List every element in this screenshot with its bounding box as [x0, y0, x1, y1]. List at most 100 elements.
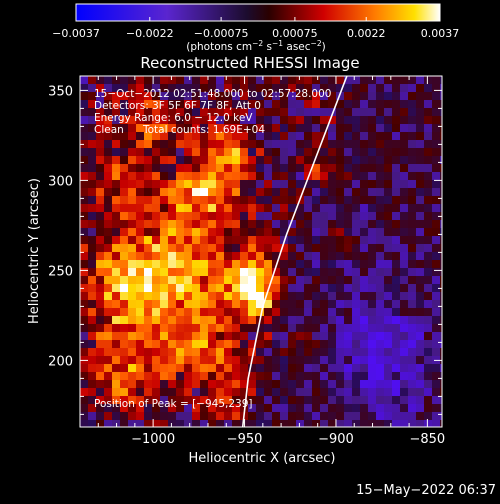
heatmap-cell — [120, 156, 128, 164]
heatmap-cell — [120, 388, 128, 396]
heatmap-cell — [224, 196, 232, 204]
heatmap-cell — [432, 388, 440, 396]
heatmap-cell — [344, 364, 352, 372]
heatmap-cell — [288, 316, 296, 324]
heatmap-cell — [160, 188, 168, 196]
heatmap-cell — [96, 252, 104, 260]
heatmap-cell — [128, 76, 136, 84]
heatmap-cell — [176, 164, 184, 172]
heatmap-cell — [192, 340, 200, 348]
heatmap-cell — [400, 228, 408, 236]
heatmap-cell — [440, 388, 442, 396]
heatmap-cell — [408, 260, 416, 268]
heatmap-cell — [328, 404, 336, 412]
heatmap-cell — [336, 356, 344, 364]
heatmap-cell — [376, 100, 384, 108]
heatmap-cell — [192, 108, 200, 116]
heatmap-cell — [120, 284, 128, 292]
heatmap-cell — [416, 172, 424, 180]
heatmap-cell — [256, 420, 264, 427]
heatmap-cell — [344, 372, 352, 380]
heatmap-cell — [160, 316, 168, 324]
heatmap-cell — [248, 108, 256, 116]
heatmap-cell — [296, 220, 304, 228]
heatmap-cell — [176, 172, 184, 180]
heatmap-cell — [288, 244, 296, 252]
heatmap-cell — [352, 268, 360, 276]
heatmap-cell — [408, 220, 416, 228]
heatmap-cell — [432, 308, 440, 316]
heatmap-cell — [168, 244, 176, 252]
heatmap-cell — [248, 364, 256, 372]
heatmap-cell — [264, 388, 272, 396]
heatmap-cell — [232, 76, 240, 84]
heatmap-cell — [232, 276, 240, 284]
heatmap-cell — [136, 172, 144, 180]
heatmap-cell — [104, 140, 112, 148]
heatmap-cell — [136, 132, 144, 140]
heatmap-cell — [280, 364, 288, 372]
heatmap-cell — [248, 316, 256, 324]
heatmap-cell — [352, 332, 360, 340]
heatmap-cell — [368, 324, 376, 332]
heatmap-cell — [80, 260, 88, 268]
heatmap-cell — [224, 84, 232, 92]
heatmap-cell — [256, 132, 264, 140]
heatmap-cell — [184, 188, 192, 196]
heatmap-cell — [320, 340, 328, 348]
heatmap-cell — [304, 412, 312, 420]
heatmap-cell — [104, 204, 112, 212]
heatmap-cell — [328, 348, 336, 356]
heatmap-cell — [216, 284, 224, 292]
heatmap-cell — [128, 244, 136, 252]
heatmap-cell — [208, 140, 216, 148]
heatmap-cell — [416, 308, 424, 316]
heatmap-cell — [416, 148, 424, 156]
heatmap-cell — [232, 364, 240, 372]
heatmap-cell — [80, 332, 88, 340]
heatmap-cell — [256, 308, 264, 316]
heatmap-cell — [104, 220, 112, 228]
heatmap-cell — [352, 188, 360, 196]
heatmap-cell — [296, 156, 304, 164]
heatmap-cell — [176, 140, 184, 148]
heatmap-cell — [264, 364, 272, 372]
heatmap-cell — [232, 172, 240, 180]
heatmap-cell — [216, 396, 224, 404]
heatmap-cell — [104, 380, 112, 388]
heatmap-cell — [160, 164, 168, 172]
heatmap-cell — [96, 204, 104, 212]
heatmap-cell — [256, 180, 264, 188]
heatmap-cell — [144, 220, 152, 228]
heatmap-cell — [112, 268, 120, 276]
heatmap-cell — [192, 212, 200, 220]
heatmap-cell — [216, 340, 224, 348]
heatmap-cell — [384, 380, 392, 388]
heatmap-cell — [328, 172, 336, 180]
heatmap-cell — [144, 372, 152, 380]
heatmap-cell — [280, 204, 288, 212]
heatmap-cell — [336, 116, 344, 124]
heatmap-cell — [112, 412, 120, 420]
heatmap-cell — [408, 340, 416, 348]
heatmap-cell — [208, 420, 216, 427]
heatmap-cell — [264, 228, 272, 236]
heatmap-cell — [392, 260, 400, 268]
heatmap-cell — [256, 140, 264, 148]
heatmap-cell — [200, 132, 208, 140]
heatmap-cell — [392, 252, 400, 260]
heatmap-cell — [416, 116, 424, 124]
heatmap-cell — [384, 148, 392, 156]
heatmap-cell — [232, 124, 240, 132]
heatmap-cell — [432, 196, 440, 204]
heatmap-cell — [368, 252, 376, 260]
heatmap-cell — [120, 148, 128, 156]
heatmap-cell — [152, 308, 160, 316]
heatmap-cell — [112, 172, 120, 180]
heatmap-cell — [256, 372, 264, 380]
heatmap-cell — [424, 140, 432, 148]
heatmap-cell — [240, 228, 248, 236]
heatmap-cell — [336, 236, 344, 244]
heatmap-cell — [192, 236, 200, 244]
heatmap-cell — [176, 116, 184, 124]
